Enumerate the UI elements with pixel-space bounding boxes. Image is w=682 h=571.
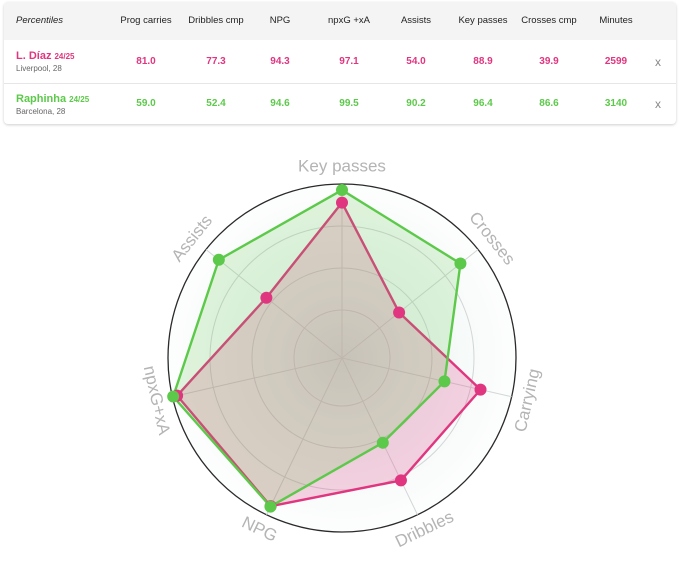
radar-background [167,183,517,533]
radar-axis-label: Carrying [511,367,544,434]
radar-data-point [393,306,406,319]
value-npg: 94.6 [270,98,290,109]
value-key-passes: 96.4 [473,98,493,109]
value-npxg-xa: 97.1 [339,55,359,67]
value-assists: 90.2 [406,98,426,109]
value-minutes: 2599 [604,55,628,67]
value-npxg-xa: 99.5 [339,98,359,109]
radar-data-point [167,390,180,403]
radar-data-point [376,436,389,449]
header-minutes[interactable]: Minutes [599,15,633,26]
radar-data-point [474,383,487,396]
value-crosses-cmp: 86.6 [539,98,559,109]
radar-series-area [175,201,482,508]
player-team: Liverpool, 28 [16,64,62,73]
value-crosses-cmp: 39.9 [539,55,559,67]
radar-data-point [454,257,467,270]
player-season: 24/25 [69,94,90,104]
header-npxg-xa[interactable]: npxG +xA [328,15,370,26]
remove-player-button[interactable]: x [655,54,661,69]
value-minutes: 3140 [604,98,628,109]
radar-spoke [266,357,343,515]
radar-data-point [260,291,273,304]
header-assists[interactable]: Assists [400,15,432,26]
radar-data-point [394,474,407,487]
radar-data-point [212,253,225,266]
header-crosses-cmp[interactable]: Crosses cmp [521,15,577,26]
player-cell: L. Díaz 24/25 Liverpool, 28 [16,40,74,83]
player-team: Barcelona, 28 [16,106,66,116]
radar-data-point [438,375,451,388]
radar-data-point [336,184,348,197]
player-season: 24/25 [54,52,75,61]
radar-spoke [341,357,418,515]
radar-data-point [264,500,277,513]
table-header: Percentiles Prog carries Dribbles cmp NP… [4,2,676,40]
remove-player-button[interactable]: x [655,97,661,111]
table-row: L. Díaz 24/25 Liverpool, 28 81.0 77.3 94.… [4,40,676,84]
radar-series-layer [167,184,487,513]
player-name[interactable]: L. Díaz 24/25 [16,50,75,62]
radar-spoke [341,249,479,359]
value-npg: 94.3 [270,55,290,67]
value-prog-carries: 59.0 [136,98,156,109]
radar-series-area [171,188,462,508]
comparison-table: Percentiles Prog carries Dribbles cmp NP… [4,2,676,124]
header-dribbles-cmp[interactable]: Dribbles cmp [188,15,244,26]
table-row: Raphinha 24/25 Barcelona, 28 59.0 52.4 94… [4,84,676,124]
radar-axis-label: Key passes [298,156,386,175]
value-key-passes: 88.9 [473,55,493,67]
radar-spoke [205,249,343,359]
header-prog-carries[interactable]: Prog carries [120,15,172,26]
header-percentiles: Percentiles [16,15,63,26]
player-cell: Raphinha 24/25 Barcelona, 28 [16,84,89,124]
radar-spoke [172,357,343,398]
value-dribbles-cmp: 52.4 [206,98,226,109]
header-key-passes[interactable]: Key passes [458,15,508,26]
radar-chart: Key passesCrossesCarryingDribblesNPGnpxG… [140,156,544,551]
value-prog-carries: 81.0 [136,55,156,67]
radar-data-point [336,196,348,209]
player-name[interactable]: Raphinha 24/25 [16,92,90,105]
value-assists: 54.0 [406,55,426,67]
value-dribbles-cmp: 77.3 [206,55,226,67]
header-npg[interactable]: NPG [269,15,291,26]
